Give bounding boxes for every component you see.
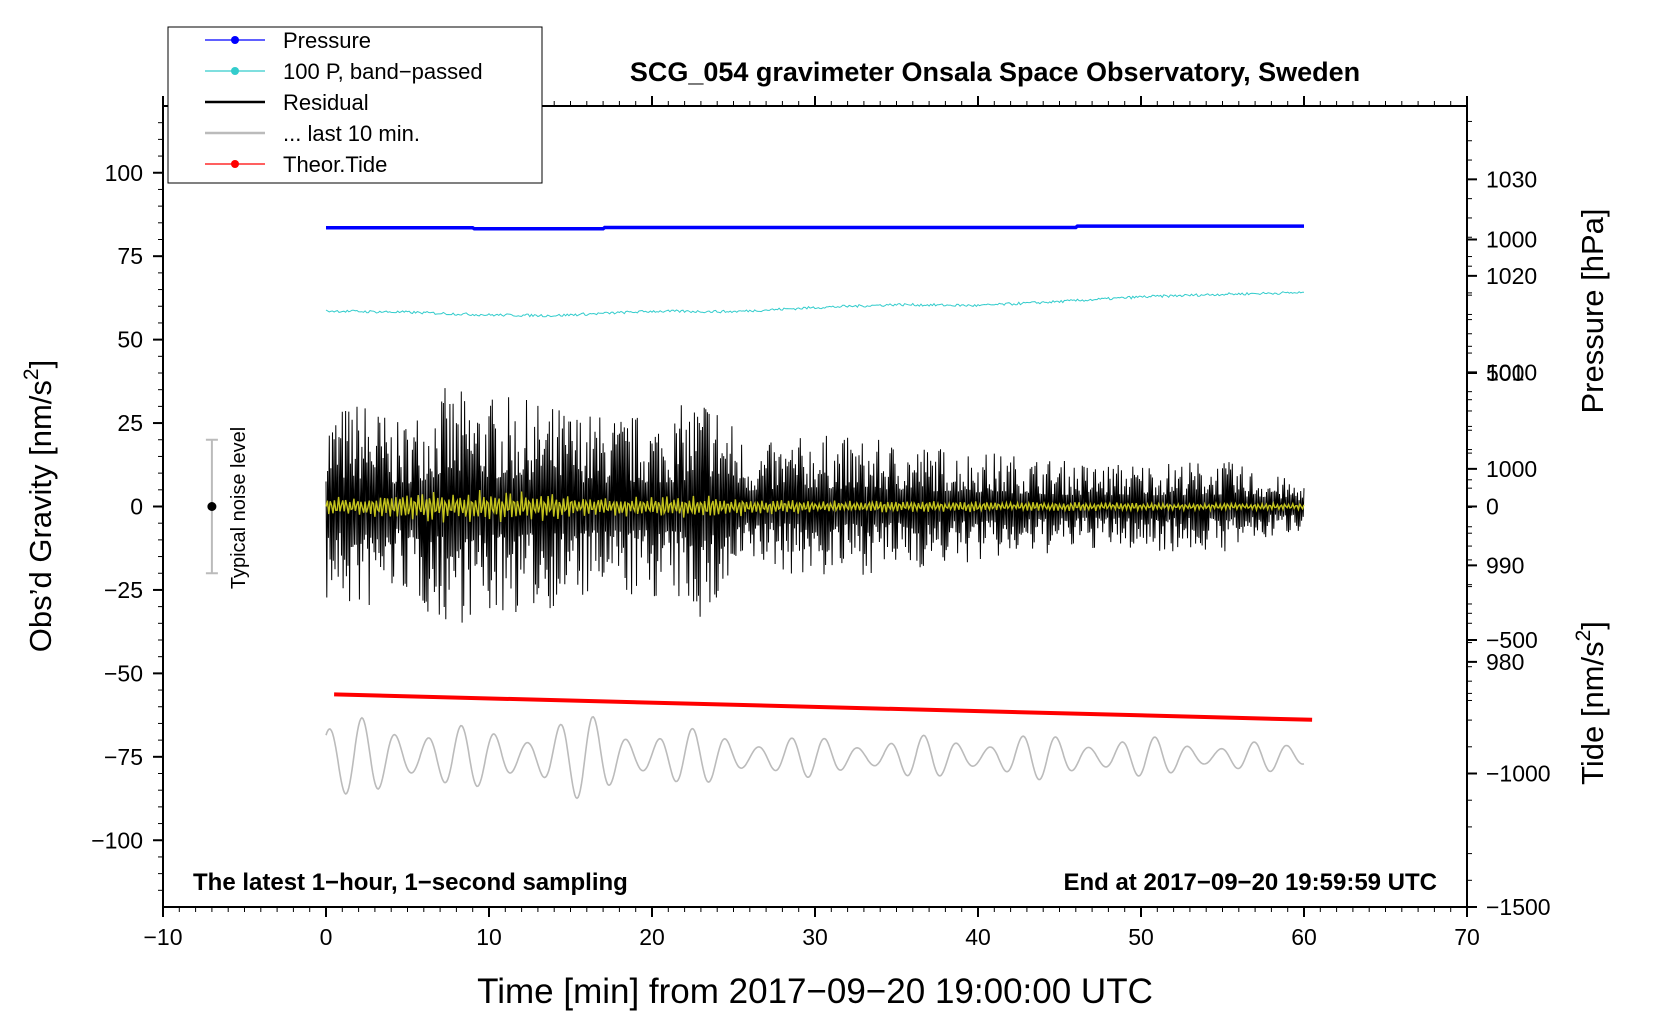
x-tick-label: 60 (1291, 924, 1317, 950)
footnote-right: End at 2017−09−20 19:59:59 UTC (1063, 869, 1437, 896)
tide-tick-label: −1000 (1486, 761, 1551, 787)
legend-swatch-marker (231, 160, 239, 168)
y-tick-label: 25 (117, 410, 143, 436)
legend-items: Pressure 100 P, band−passed Residual ... la… (205, 28, 483, 177)
y-axis-label-gravity: Obs’d Gravity [nm/s2] (20, 360, 58, 653)
legend: Pressure 100 P, band−passed Residual ... la… (167, 26, 543, 184)
pressure-tick-label: 980 (1486, 649, 1524, 675)
y-tick-label: −25 (104, 577, 143, 603)
tide-tick-label: 0 (1486, 494, 1499, 520)
tide-tick-label: −1500 (1486, 894, 1551, 920)
pressure-tick-label: 990 (1486, 552, 1524, 578)
theoretical-tide-line (334, 692, 1313, 722)
legend-label: Theor.Tide (283, 152, 387, 177)
y-tick-label: −100 (91, 827, 143, 853)
tide-tick-label: 1000 (1486, 227, 1537, 253)
chart-title: SCG_054 gravimeter Onsala Space Observat… (630, 57, 1360, 87)
legend-label: ... last 10 min. (283, 121, 420, 146)
legend-label: Pressure (283, 28, 371, 53)
tide-tick-label: −500 (1486, 627, 1538, 653)
pressure-tick-label: 1020 (1486, 263, 1537, 289)
series-layer (325, 224, 1313, 800)
x-tick-label: 70 (1454, 924, 1480, 950)
x-axis-label: Time [min] from 2017−09−20 19:00:00 UTC (477, 972, 1153, 1011)
pressure-tick-label: 1030 (1486, 166, 1537, 192)
x-tick-label: 30 (802, 924, 828, 950)
legend-label: 100 P, band−passed (283, 59, 483, 84)
y-tick-label: 100 (105, 160, 143, 186)
y-tick-label: 50 (117, 327, 143, 353)
noise-level-indicator: Typical noise level (205, 427, 250, 589)
residual-filtered-line (325, 489, 1305, 523)
legend-box (167, 26, 543, 184)
pressure-tick-label: 1000 (1486, 456, 1537, 482)
y-tick-label: 75 (117, 243, 143, 269)
noise-level-label: Typical noise level (228, 427, 250, 589)
legend-label: Residual (283, 90, 369, 115)
footnote-left: The latest 1−hour, 1−second sampling (193, 869, 628, 896)
y-tick-label: 0 (130, 494, 143, 520)
x-tick-label: 20 (639, 924, 665, 950)
legend-swatch-marker (231, 67, 239, 75)
x-tick-label: 50 (1128, 924, 1154, 950)
y-tick-label: −75 (104, 744, 143, 770)
x-tick-label: 10 (476, 924, 502, 950)
y-tick-label: −50 (104, 660, 143, 686)
x-tick-label: 40 (965, 924, 991, 950)
pressure-line (326, 224, 1304, 231)
residual-line (325, 388, 1305, 623)
legend-swatch-marker (231, 36, 239, 44)
x-tick-label: −10 (143, 924, 182, 950)
last-10-min-line (325, 716, 1305, 800)
pressure-tick-label: 1010 (1486, 359, 1537, 385)
noise-level-dot (207, 502, 217, 511)
axes-layer: −10 0 10 20 30 40 50 60 701007550250−25−50−75−10… (91, 96, 1551, 950)
x-tick-label: 0 (320, 924, 333, 950)
y-axis-label-tide: Tide [nm/s2] (1572, 621, 1610, 785)
y-axis-label-pressure: Pressure [hPa] (1575, 208, 1610, 413)
tide-tick-label: 500 (1486, 360, 1524, 386)
pressure-bandpassed-line (325, 291, 1305, 318)
